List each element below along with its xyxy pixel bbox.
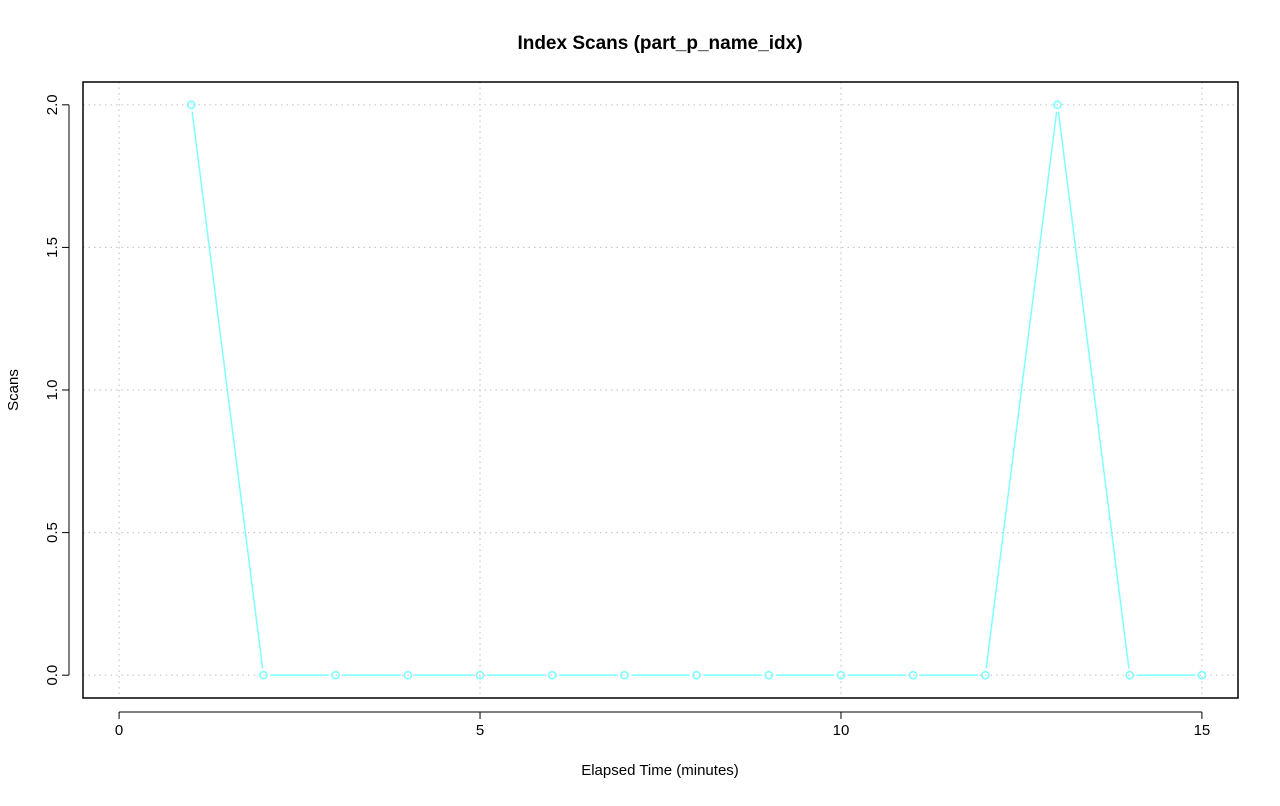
data-point bbox=[1053, 100, 1062, 110]
data-point bbox=[547, 670, 557, 680]
data-point bbox=[1197, 670, 1207, 680]
data-point bbox=[186, 100, 196, 110]
data-point bbox=[980, 670, 990, 680]
series-line-segment bbox=[1057, 111, 1130, 669]
data-point bbox=[908, 670, 918, 680]
series-line-segment bbox=[191, 111, 264, 669]
series-line-segment bbox=[985, 111, 1058, 669]
data-point bbox=[836, 670, 846, 680]
x-tick-label: 5 bbox=[476, 722, 484, 739]
series-layer bbox=[186, 100, 1207, 680]
data-point bbox=[475, 670, 485, 680]
data-point bbox=[764, 670, 774, 680]
y-tick-label: 2.0 bbox=[44, 94, 61, 115]
y-tick-label: 0.5 bbox=[44, 522, 61, 543]
data-point bbox=[692, 670, 701, 680]
x-tick-label: 10 bbox=[833, 722, 850, 739]
y-axis-label: Scans bbox=[5, 369, 22, 411]
data-point bbox=[331, 670, 341, 680]
y-tick-label: 0.0 bbox=[44, 665, 61, 686]
data-point bbox=[1125, 670, 1135, 680]
data-point bbox=[620, 670, 629, 680]
chart-title: Index Scans (part_p_name_idx) bbox=[517, 33, 802, 54]
data-point bbox=[259, 670, 268, 680]
y-tick-label: 1.0 bbox=[44, 380, 61, 401]
x-axis-label: Elapsed Time (minutes) bbox=[581, 762, 739, 779]
y-tick-label: 1.5 bbox=[44, 237, 61, 258]
data-point bbox=[403, 670, 413, 680]
x-tick-label: 15 bbox=[1194, 722, 1211, 739]
x-tick-label: 0 bbox=[115, 722, 123, 739]
axes: 0 5 10 15 0.0 0.5 1.0 1.5 2.0 bbox=[44, 94, 1210, 739]
plot-frame bbox=[82, 81, 1239, 699]
grid-lines bbox=[83, 82, 1238, 698]
